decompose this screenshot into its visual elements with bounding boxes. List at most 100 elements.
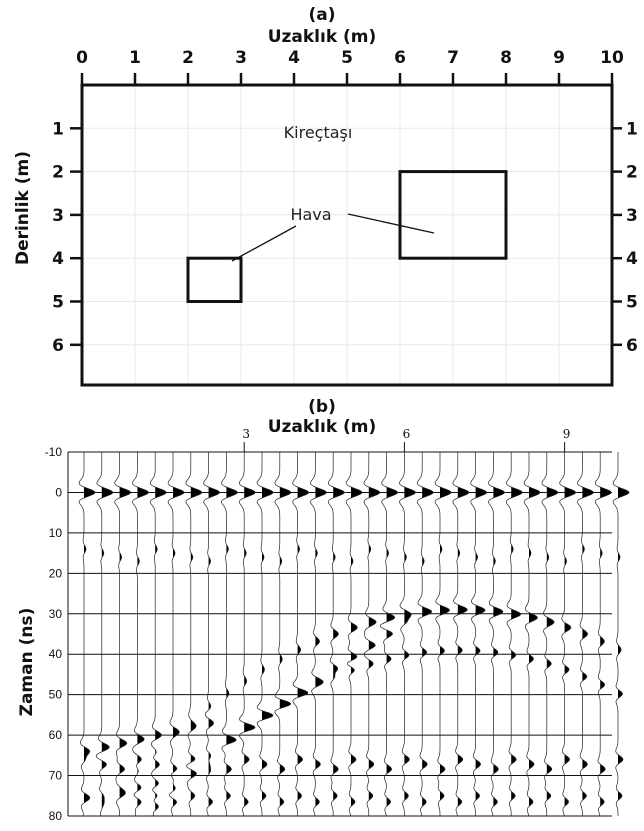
trace-wiggle bbox=[292, 452, 309, 817]
panel-b-label: (b) bbox=[308, 397, 336, 417]
panel-a-y-tick-label-right: 5 bbox=[626, 293, 638, 313]
trace-wiggle bbox=[452, 452, 470, 817]
panel-b-y-axis-title: Zaman (ns) bbox=[17, 608, 37, 717]
panel-b-x-ticks: 3 6 9 bbox=[242, 427, 570, 452]
trace-wiggle bbox=[612, 452, 630, 817]
trace-positive-fill bbox=[440, 452, 451, 816]
panel-b-y-ticks: -10 0 10 20 30 40 50 60 70 80 bbox=[45, 445, 63, 823]
air-cavity bbox=[398, 170, 508, 260]
panel-a-y-tick-label-right: 1 bbox=[626, 119, 638, 139]
panel-b: (b) Uzaklık (m) 3 6 9 -10 0 10 20 30 40 50 60 70 80… bbox=[17, 397, 630, 823]
panel-a-y-tick-label-left: 5 bbox=[52, 293, 64, 313]
panel-a-label: (a) bbox=[308, 5, 335, 25]
panel-a-y-tick-label-left: 4 bbox=[52, 249, 64, 269]
panel-a-x-tick-label: 7 bbox=[447, 48, 459, 68]
panel-a-y-tick-label-left: 1 bbox=[52, 119, 64, 139]
trace-wiggle bbox=[577, 452, 594, 817]
limestone-label: Kireçtaşı bbox=[284, 123, 353, 142]
trace-wiggle bbox=[203, 452, 220, 817]
trace-positive-fill bbox=[475, 452, 487, 816]
panel-a-x-ticks: 0 1 2 3 4 5 6 7 8 9 10 bbox=[76, 48, 624, 85]
trace-positive-fill bbox=[119, 452, 131, 816]
trace-positive-fill bbox=[404, 452, 416, 816]
trace-wiggle bbox=[488, 452, 505, 817]
trace-wiggle bbox=[345, 452, 363, 817]
trace-wiggle bbox=[434, 452, 452, 817]
trace-wiggle bbox=[167, 452, 185, 817]
panel-a-y-tick-label-left: 3 bbox=[52, 206, 64, 226]
panel-a-x-tick-label: 8 bbox=[500, 48, 512, 68]
trace-positive-fill bbox=[351, 452, 362, 816]
panel-a-x-tick-label: 3 bbox=[235, 48, 247, 68]
trace-positive-fill bbox=[511, 452, 523, 816]
trace-wiggle bbox=[221, 452, 238, 817]
panel-b-y-tick-label: -10 bbox=[45, 445, 63, 459]
trace-wiggle bbox=[363, 452, 381, 817]
trace-wiggle bbox=[523, 452, 541, 817]
trace-positive-fill bbox=[546, 452, 558, 816]
panel-a-x-tick-label: 0 bbox=[76, 48, 88, 68]
trace-wiggle bbox=[505, 452, 523, 817]
panel-a-x-tick-label: 1 bbox=[129, 48, 141, 68]
trace-wiggle bbox=[238, 452, 256, 817]
trace-wiggle bbox=[185, 452, 203, 817]
panel-a-frame bbox=[80, 83, 614, 387]
trace-wiggle bbox=[95, 452, 114, 817]
trace-positive-fill bbox=[368, 452, 380, 816]
trace-positive-fill bbox=[226, 452, 238, 816]
panel-a-x-tick-label: 2 bbox=[182, 48, 194, 68]
trace-positive-fill bbox=[582, 452, 594, 816]
panel-a-y-tick-label-left: 6 bbox=[52, 336, 64, 356]
trace-wiggle bbox=[274, 452, 292, 817]
panel-a-x-axis-title: Uzaklık (m) bbox=[268, 27, 377, 47]
panel-a-y-axis-title: Derinlik (m) bbox=[13, 151, 33, 265]
trace-wiggle bbox=[78, 452, 96, 817]
trace-wiggle bbox=[399, 452, 416, 817]
trace-wiggle bbox=[310, 452, 327, 817]
panel-a-x-tick-label: 6 bbox=[394, 48, 406, 68]
panel-b-x-tick-label: 6 bbox=[403, 427, 411, 441]
trace-positive-fill bbox=[173, 452, 184, 816]
panel-a-x-tick-label: 5 bbox=[341, 48, 353, 68]
trace-wiggle bbox=[559, 452, 576, 817]
trace-wiggle bbox=[594, 452, 612, 817]
trace-wiggle bbox=[416, 452, 434, 817]
panel-b-y-tick-label: 80 bbox=[49, 809, 63, 823]
panel-a-y-ticks: 1 1 2 2 3 3 4 4 5 5 6 6 bbox=[52, 119, 638, 355]
trace-wiggle bbox=[256, 452, 274, 817]
trace-positive-fill bbox=[564, 452, 576, 816]
panel-a-y-tick-label-right: 2 bbox=[626, 163, 638, 183]
panel-b-y-tick-label: 0 bbox=[55, 485, 62, 499]
trace-wiggle bbox=[327, 452, 345, 817]
panel-b-y-tick-label: 40 bbox=[49, 647, 63, 661]
panel-a-x-tick-label: 10 bbox=[600, 48, 624, 68]
air-leader-line-small bbox=[231, 225, 297, 262]
panel-a-y-tick-label-right: 3 bbox=[626, 206, 638, 226]
trace-wiggle bbox=[132, 452, 149, 817]
air-cavities bbox=[186, 170, 508, 304]
trace-positive-fill bbox=[279, 452, 291, 816]
trace-wiggle bbox=[379, 452, 398, 817]
trace-positive-fill bbox=[101, 452, 113, 816]
panel-b-y-tick-label: 20 bbox=[49, 566, 63, 580]
trace-positive-fill bbox=[493, 452, 505, 816]
trace-positive-fill bbox=[315, 452, 327, 816]
panel-a-x-tick-label: 9 bbox=[553, 48, 565, 68]
panel-b-y-tick-label: 70 bbox=[49, 769, 63, 783]
panel-b-y-tick-label: 10 bbox=[49, 526, 63, 540]
trace-positive-fill bbox=[190, 452, 202, 816]
trace-positive-fill bbox=[600, 452, 612, 816]
trace-positive-fill bbox=[618, 452, 629, 816]
trace-positive-fill bbox=[386, 452, 398, 816]
panel-b-x-tick-label: 9 bbox=[563, 427, 571, 441]
panel-a-y-tick-label-right: 4 bbox=[626, 249, 638, 269]
panel-a-x-tick-label: 4 bbox=[288, 48, 300, 68]
panel-a-gridlines bbox=[82, 85, 612, 385]
trace-wiggle bbox=[470, 452, 487, 817]
trace-positive-fill bbox=[137, 452, 149, 816]
panel-a-y-tick-label-right: 6 bbox=[626, 336, 638, 356]
panel-b-x-tick-label: 3 bbox=[242, 427, 250, 441]
panel-b-y-tick-label: 30 bbox=[49, 607, 63, 621]
trace-positive-fill bbox=[155, 452, 167, 816]
